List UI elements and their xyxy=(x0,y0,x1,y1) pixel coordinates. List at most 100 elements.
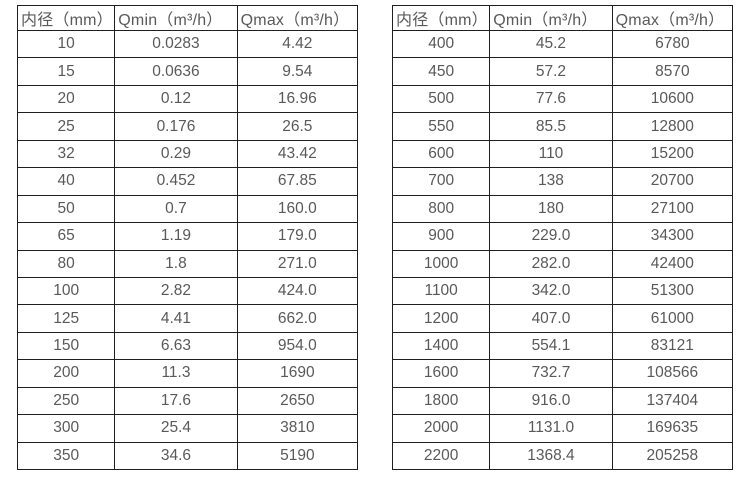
column-header: Qmin（m³/h） xyxy=(114,5,238,31)
table-row: 600 110 15200 xyxy=(391,139,734,169)
table-cell: 0.452 xyxy=(114,167,238,196)
table-cell: 732.7 xyxy=(489,359,613,388)
table-cell: 600 xyxy=(391,139,491,169)
table-cell: 1.19 xyxy=(114,222,238,251)
table-row: 800 180 27100 xyxy=(391,194,734,224)
table-row: 10 0.0283 4.42 xyxy=(16,29,359,59)
table-cell: 10 xyxy=(16,29,116,59)
column-header: 内径（mm） xyxy=(16,5,116,31)
table-cell: 179.0 xyxy=(236,222,359,251)
table-cell: 662.0 xyxy=(236,304,359,333)
table-cell: 40 xyxy=(16,167,116,196)
table-cell: 17.6 xyxy=(114,386,238,416)
table-row: 250 17.6 2650 xyxy=(16,386,359,416)
table-cell: 20 xyxy=(16,84,116,114)
table-cell: 160.0 xyxy=(236,194,359,224)
table-cell: 180 xyxy=(489,194,613,224)
table-cell: 550 xyxy=(391,112,491,141)
table-cell: 0.12 xyxy=(114,84,238,114)
table-cell: 500 xyxy=(391,84,491,114)
table-cell: 42400 xyxy=(611,249,734,278)
table-cell: 350 xyxy=(16,441,116,471)
column-header: Qmax（m³/h） xyxy=(236,5,359,31)
table-row: 15 0.0636 9.54 xyxy=(16,57,359,86)
table-row: 1600 732.7 108566 xyxy=(391,359,734,388)
table-cell: 400 xyxy=(391,29,491,59)
table-row: 900 229.0 34300 xyxy=(391,222,734,251)
table-cell: 800 xyxy=(391,194,491,224)
table-row: 2000 1131.0 169635 xyxy=(391,414,734,443)
table-row: 150 6.63 954.0 xyxy=(16,331,359,361)
table-cell: 1131.0 xyxy=(489,414,613,443)
header-row: 内径（mm） Qmin（m³/h） Qmax（m³/h） xyxy=(16,5,359,31)
table-cell: 1400 xyxy=(391,331,491,361)
table-row: 80 1.8 271.0 xyxy=(16,249,359,278)
table-cell: 150 xyxy=(16,331,116,361)
table-cell: 1000 xyxy=(391,249,491,278)
table-cell: 32 xyxy=(16,139,116,169)
table-cell: 0.0283 xyxy=(114,29,238,59)
table-cell: 2650 xyxy=(236,386,359,416)
table-cell: 250 xyxy=(16,386,116,416)
table-cell: 16.96 xyxy=(236,84,359,114)
table-cell: 554.1 xyxy=(489,331,613,361)
table-cell: 6780 xyxy=(611,29,734,59)
table-cell: 271.0 xyxy=(236,249,359,278)
table-cell: 34.6 xyxy=(114,441,238,471)
flow-table-large-diameters: 内径（mm） Qmin（m³/h） Qmax（m³/h） 400 45.2 6780 450… xyxy=(391,5,734,471)
table-row: 1000 282.0 42400 xyxy=(391,249,734,278)
table-cell: 9.54 xyxy=(236,57,359,86)
table-row: 1200 407.0 61000 xyxy=(391,304,734,333)
table-row: 32 0.29 43.42 xyxy=(16,139,359,169)
table-cell: 450 xyxy=(391,57,491,86)
table-row: 1400 554.1 83121 xyxy=(391,331,734,361)
column-header: 内径（mm） xyxy=(391,5,491,31)
flow-table-small-diameters: 内径（mm） Qmin（m³/h） Qmax（m³/h） 10 0.0283 4.42 15… xyxy=(16,5,359,471)
table-cell: 1690 xyxy=(236,359,359,388)
table-cell: 0.7 xyxy=(114,194,238,224)
table-cell: 300 xyxy=(16,414,116,443)
table-cell: 11.3 xyxy=(114,359,238,388)
table-cell: 0.29 xyxy=(114,139,238,169)
table-cell: 2.82 xyxy=(114,276,238,306)
table-cell: 12800 xyxy=(611,112,734,141)
table-cell: 25 xyxy=(16,112,116,141)
column-header: Qmin（m³/h） xyxy=(489,5,613,31)
table-cell: 85.5 xyxy=(489,112,613,141)
table-row: 125 4.41 662.0 xyxy=(16,304,359,333)
table-row: 400 45.2 6780 xyxy=(391,29,734,59)
table-cell: 2200 xyxy=(391,441,491,471)
table-cell: 6.63 xyxy=(114,331,238,361)
table-cell: 83121 xyxy=(611,331,734,361)
table-cell: 138 xyxy=(489,167,613,196)
table-cell: 342.0 xyxy=(489,276,613,306)
column-header: Qmax（m³/h） xyxy=(611,5,734,31)
table-cell: 20700 xyxy=(611,167,734,196)
table-cell: 8570 xyxy=(611,57,734,86)
table-row: 300 25.4 3810 xyxy=(16,414,359,443)
table-cell: 700 xyxy=(391,167,491,196)
table-cell: 205258 xyxy=(611,441,734,471)
table-cell: 100 xyxy=(16,276,116,306)
table-row: 550 85.5 12800 xyxy=(391,112,734,141)
table-row: 50 0.7 160.0 xyxy=(16,194,359,224)
table-cell: 1600 xyxy=(391,359,491,388)
table-cell: 200 xyxy=(16,359,116,388)
table-cell: 2000 xyxy=(391,414,491,443)
table-row: 20 0.12 16.96 xyxy=(16,84,359,114)
table-cell: 424.0 xyxy=(236,276,359,306)
table-cell: 125 xyxy=(16,304,116,333)
table-cell: 0.0636 xyxy=(114,57,238,86)
table-cell: 34300 xyxy=(611,222,734,251)
table-row: 100 2.82 424.0 xyxy=(16,276,359,306)
table-cell: 26.5 xyxy=(236,112,359,141)
table-row: 350 34.6 5190 xyxy=(16,441,359,471)
table-cell: 282.0 xyxy=(489,249,613,278)
table-cell: 900 xyxy=(391,222,491,251)
table-row: 1100 342.0 51300 xyxy=(391,276,734,306)
table-row: 200 11.3 1690 xyxy=(16,359,359,388)
table-cell: 51300 xyxy=(611,276,734,306)
table-cell: 137404 xyxy=(611,386,734,416)
table-row: 2200 1368.4 205258 xyxy=(391,441,734,471)
table-cell: 50 xyxy=(16,194,116,224)
